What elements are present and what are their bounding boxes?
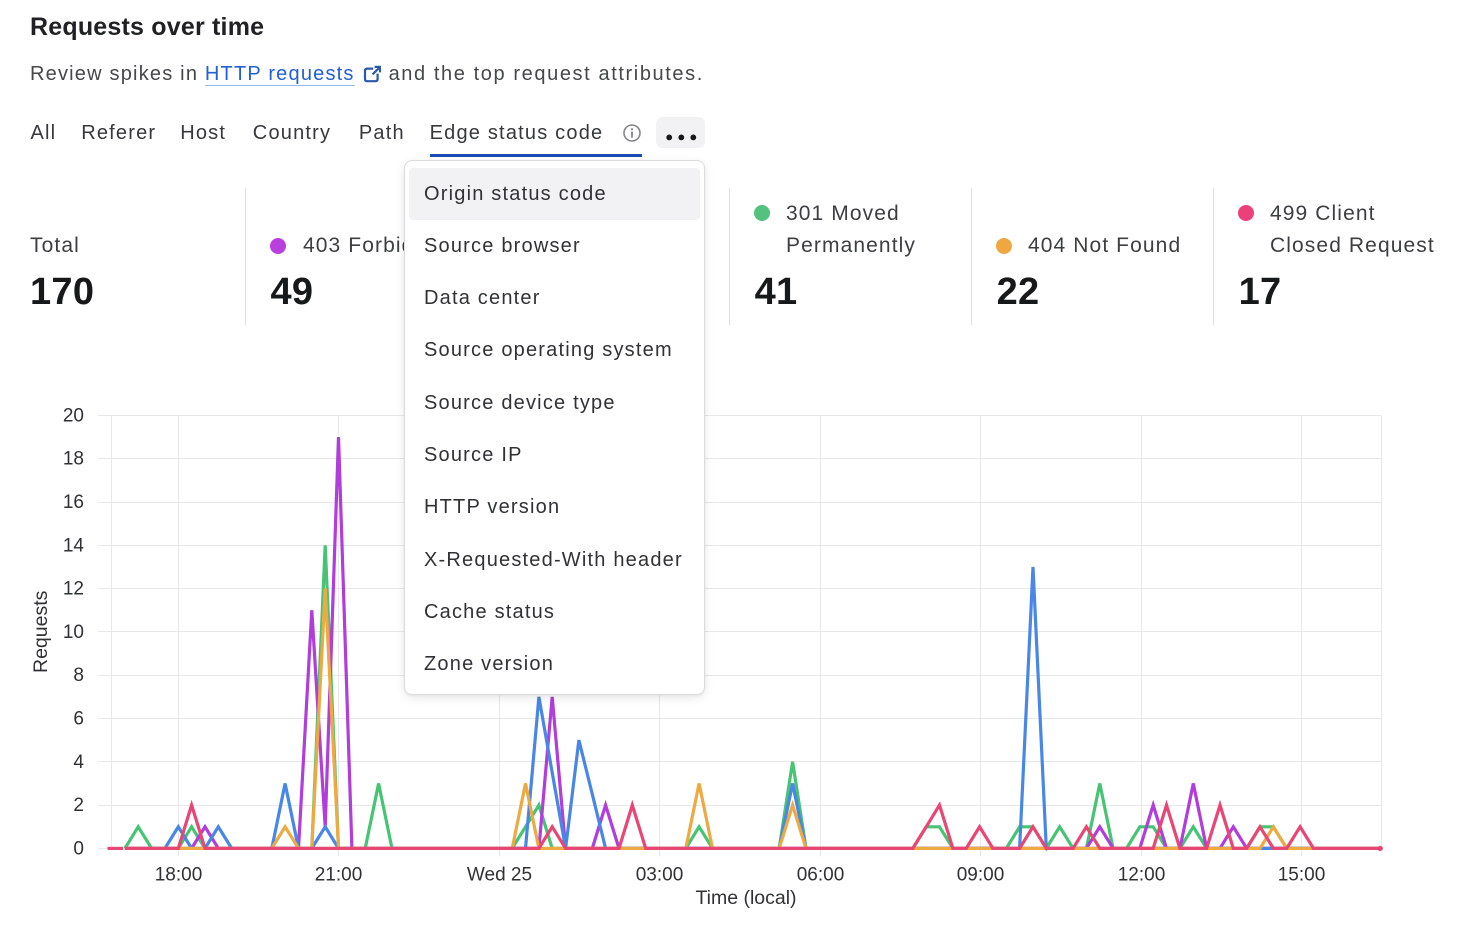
svg-text:12: 12: [63, 579, 84, 600]
svg-text:14: 14: [63, 535, 85, 556]
svg-text:6: 6: [73, 709, 84, 730]
svg-text:Wed 25: Wed 25: [467, 865, 532, 886]
svg-text:03:00: 03:00: [636, 865, 684, 886]
svg-text:09:00: 09:00: [957, 865, 1005, 886]
svg-text:16: 16: [63, 492, 84, 513]
svg-text:20: 20: [63, 405, 84, 426]
svg-text:18:00: 18:00: [155, 865, 203, 886]
svg-text:Time (local): Time (local): [695, 887, 796, 909]
svg-text:Requests: Requests: [30, 590, 52, 673]
svg-text:06:00: 06:00: [797, 865, 845, 886]
svg-text:0: 0: [73, 838, 84, 859]
svg-text:10: 10: [63, 622, 84, 643]
svg-text:8: 8: [73, 665, 84, 686]
svg-text:18: 18: [63, 449, 84, 470]
svg-text:12:00: 12:00: [1118, 865, 1166, 886]
svg-text:2: 2: [73, 795, 84, 816]
svg-text:15:00: 15:00: [1278, 865, 1326, 886]
svg-text:21:00: 21:00: [315, 865, 363, 886]
svg-text:4: 4: [73, 752, 84, 773]
